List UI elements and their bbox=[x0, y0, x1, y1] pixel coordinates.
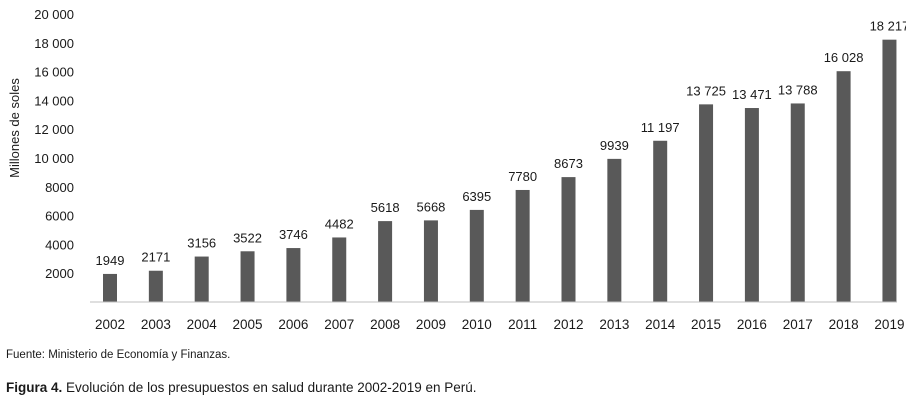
x-tick-label: 2003 bbox=[141, 317, 171, 332]
data-label-2003: 2171 bbox=[141, 250, 170, 265]
y-tick-label: 16 000 bbox=[34, 65, 74, 80]
data-label-2016: 13 471 bbox=[732, 87, 772, 102]
source-note: Fuente: Ministerio de Economía y Finanza… bbox=[6, 349, 231, 361]
bar-2011 bbox=[515, 189, 530, 302]
y-tick-label: 2000 bbox=[45, 266, 74, 281]
bar-2019 bbox=[882, 39, 897, 302]
y-tick-label: 14 000 bbox=[34, 93, 74, 108]
bar-2017 bbox=[790, 103, 805, 303]
x-tick-label: 2014 bbox=[645, 317, 676, 332]
bar-2013 bbox=[607, 158, 622, 302]
data-label-2002: 1949 bbox=[96, 253, 125, 268]
x-tick-label: 2013 bbox=[599, 317, 629, 332]
x-tick-label: 2005 bbox=[233, 317, 263, 332]
data-label-2011: 7780 bbox=[508, 169, 537, 184]
x-tick-label: 2004 bbox=[187, 317, 218, 332]
figure-caption-text: Evolución de los presupuestos en salud d… bbox=[62, 380, 477, 395]
x-tick-label: 2016 bbox=[737, 317, 767, 332]
data-label-2019: 18 217 bbox=[870, 19, 906, 34]
bar-2014 bbox=[653, 140, 668, 302]
data-label-2005: 3522 bbox=[233, 230, 262, 245]
data-label-2018: 16 028 bbox=[824, 50, 864, 65]
x-tick-label: 2009 bbox=[416, 317, 446, 332]
x-tick-label: 2008 bbox=[370, 317, 400, 332]
bar-chart: Millones de soles 2000 4000 6000 8000 10 000… bbox=[7, 7, 906, 332]
bar-2018 bbox=[836, 71, 851, 302]
x-tick-label: 2017 bbox=[783, 317, 813, 332]
bar-2005 bbox=[240, 251, 255, 302]
y-tick-label: 10 000 bbox=[34, 151, 74, 166]
bar-2003 bbox=[148, 270, 163, 302]
y-tick-label: 12 000 bbox=[34, 122, 74, 137]
figure-caption: Figura 4. Evolución de los presupuestos … bbox=[6, 380, 477, 395]
figure-label: Figura 4. bbox=[6, 380, 63, 395]
x-tick-label: 2010 bbox=[462, 317, 492, 332]
x-tick-label: 2007 bbox=[324, 317, 354, 332]
data-label-2009: 5668 bbox=[416, 199, 445, 214]
x-tick-label: 2015 bbox=[691, 317, 721, 332]
data-label-2012: 8673 bbox=[554, 156, 583, 171]
bar-2004 bbox=[194, 256, 209, 302]
x-tick-label: 2018 bbox=[829, 317, 859, 332]
data-label-2007: 4482 bbox=[325, 216, 354, 231]
y-tick-label: 20 000 bbox=[34, 7, 74, 22]
data-label-2004: 3156 bbox=[187, 236, 216, 251]
bar-2002 bbox=[103, 273, 117, 302]
bar-2006 bbox=[286, 248, 301, 302]
bar-2010 bbox=[469, 209, 484, 302]
x-tick-label: 2019 bbox=[874, 317, 904, 332]
bar-2008 bbox=[378, 221, 393, 302]
x-tick-label: 2006 bbox=[278, 317, 308, 332]
bar-2007 bbox=[332, 237, 347, 302]
bar-2009 bbox=[423, 220, 438, 302]
x-tick-label: 2011 bbox=[508, 317, 537, 332]
y-axis-label: Millones de soles bbox=[7, 78, 22, 178]
data-label-2013: 9939 bbox=[600, 138, 629, 153]
y-tick-label: 4000 bbox=[45, 237, 74, 252]
y-tick-label: 8000 bbox=[45, 180, 74, 195]
y-tick-label: 18 000 bbox=[34, 36, 74, 51]
bar-2016 bbox=[744, 108, 759, 302]
y-tick-label: 6000 bbox=[45, 209, 74, 224]
data-label-2010: 6395 bbox=[462, 189, 491, 204]
bar-2015 bbox=[699, 104, 714, 302]
data-label-2006: 3746 bbox=[279, 227, 308, 242]
data-label-2014: 11 197 bbox=[641, 120, 680, 135]
bar-2012 bbox=[561, 177, 576, 302]
x-tick-label: 2002 bbox=[95, 317, 125, 332]
data-label-2008: 5618 bbox=[371, 200, 400, 215]
x-tick-label: 2012 bbox=[553, 317, 583, 332]
data-label-2017: 13 788 bbox=[778, 82, 818, 97]
data-label-2015: 13 725 bbox=[686, 83, 726, 98]
